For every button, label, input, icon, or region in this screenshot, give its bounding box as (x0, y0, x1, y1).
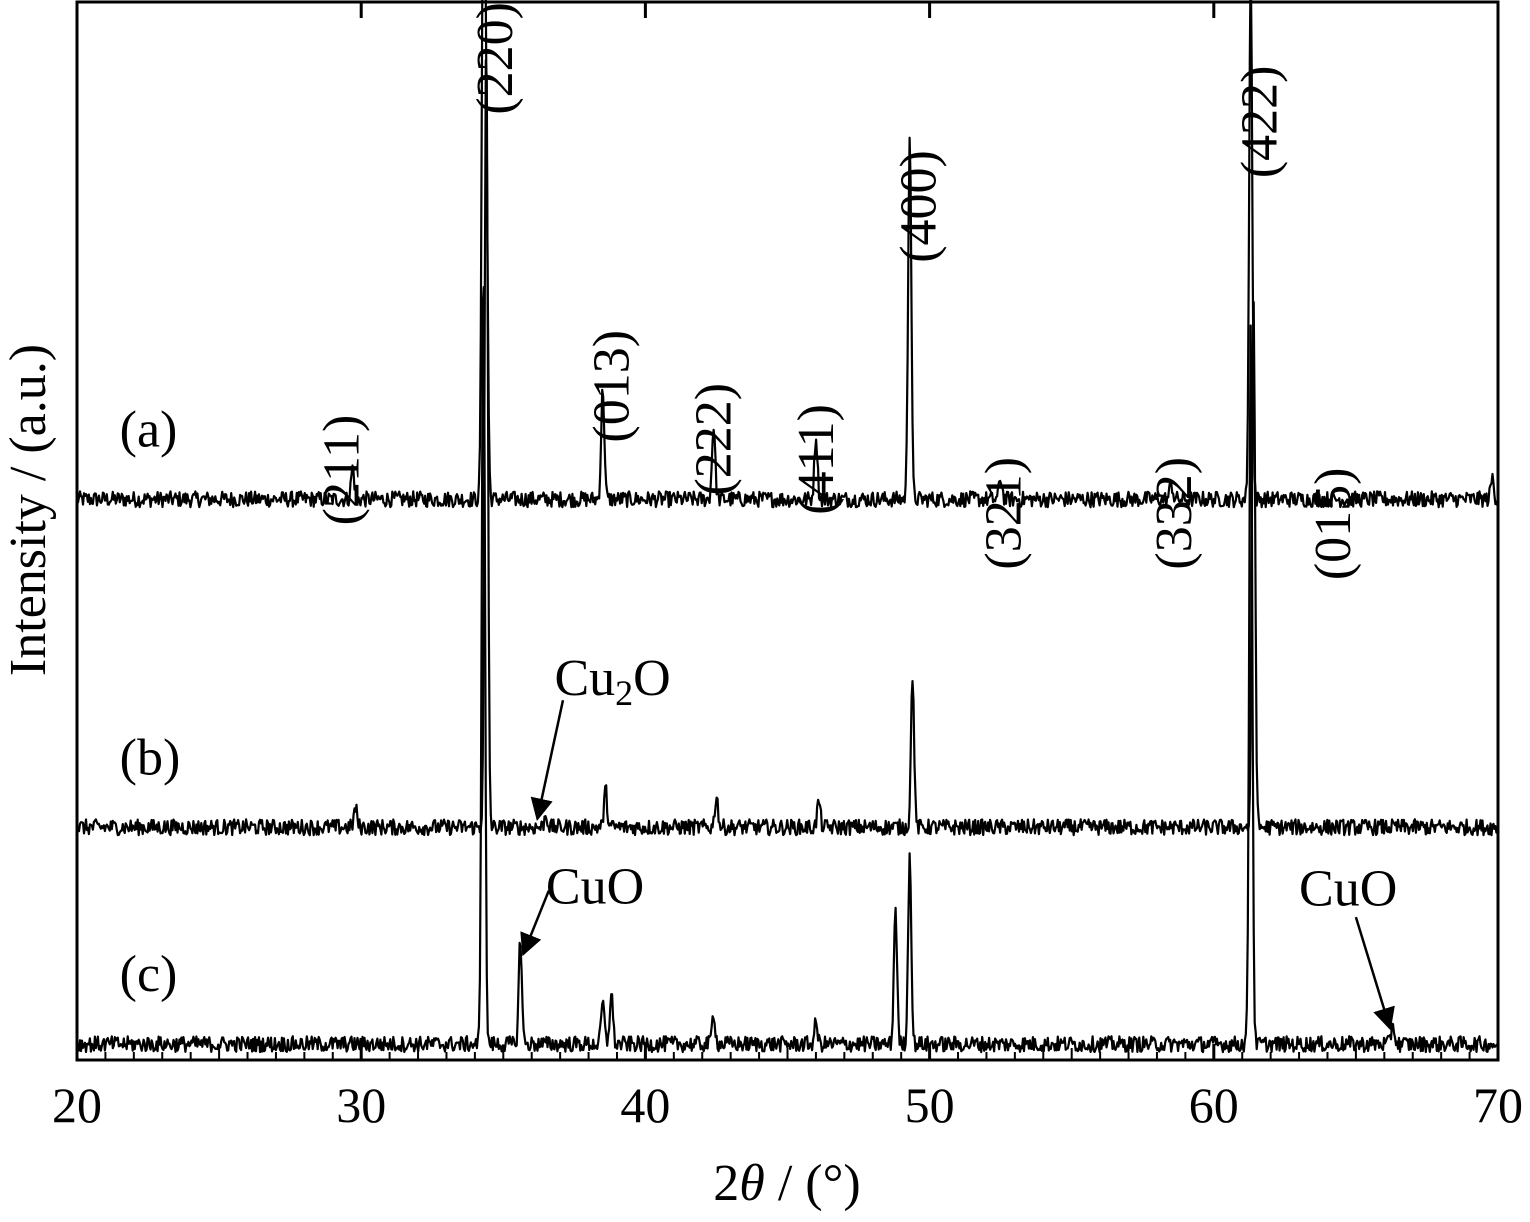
phase-label-main: Cu (554, 650, 615, 707)
phase-label-1: CuO (546, 858, 644, 915)
peak-label-2: (013) (583, 330, 640, 443)
peak-label-5: (400) (890, 150, 947, 263)
curve-labels: (a) (b) (c) (120, 401, 181, 1003)
phase-label-tail: O (633, 650, 671, 707)
y-axis-label: Intensity / (a.u.) (0, 344, 57, 676)
series-layer (75, 0, 1499, 1054)
x-tick-label: 30 (336, 1077, 386, 1133)
x-tick-label: 70 (1473, 1077, 1523, 1133)
x-tick-label: 60 (1189, 1077, 1239, 1133)
series-line-2 (75, 286, 1499, 1054)
peak-label-1: (220) (467, 2, 524, 115)
peak-label-6: (321) (976, 457, 1033, 570)
phase-label-0: Cu2O (554, 650, 670, 713)
annotation-arrow-0 (530, 700, 565, 821)
annotation-arrow-1 (520, 890, 550, 957)
phase-label-subscript: 2 (615, 673, 633, 713)
annotation-arrow-2 (1354, 916, 1395, 1031)
x-tick-label: 50 (905, 1077, 955, 1133)
peak-label-4: (411) (788, 404, 845, 515)
series-label-0: (a) (120, 401, 178, 458)
x-axis-label: 2θ / (°) (713, 1155, 860, 1212)
peak-label-8: (422) (1231, 65, 1288, 178)
peak-label-7: (332) (1146, 457, 1203, 570)
x-tick-label: 20 (52, 1077, 102, 1133)
peak-labels: (211) (220) (013) (222) (411) (400) (321) (332)… (313, 2, 1362, 580)
x-tick-label: 40 (620, 1077, 670, 1133)
series-line-1 (75, 59, 1499, 837)
series-label-1: (b) (120, 729, 181, 786)
phase-label-main: CuO (1299, 861, 1397, 918)
x-axis-ticks: 20 30 40 50 60 70 (52, 2, 1523, 1133)
peak-label-9: (015) (1305, 468, 1362, 581)
series-line-0 (75, 0, 1499, 509)
phase-label-main: CuO (546, 858, 644, 915)
phase-label-2: CuO (1299, 861, 1397, 918)
peak-label-0: (211) (313, 415, 370, 526)
peak-label-3: (222) (686, 383, 743, 496)
series-label-2: (c) (120, 946, 178, 1003)
